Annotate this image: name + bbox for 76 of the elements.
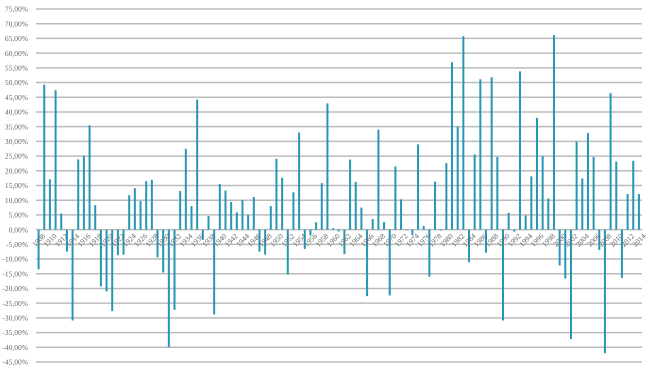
bar — [610, 93, 612, 230]
bar — [417, 144, 420, 230]
bar — [542, 156, 544, 230]
bar — [479, 79, 482, 230]
bar — [581, 178, 584, 230]
bar — [518, 71, 521, 230]
bar — [586, 133, 589, 230]
bar — [530, 176, 532, 230]
bar — [281, 178, 284, 230]
bar — [48, 179, 51, 230]
bar — [94, 205, 96, 230]
bar — [490, 77, 493, 230]
bar — [632, 160, 634, 230]
bar — [207, 216, 210, 230]
bar — [445, 163, 448, 230]
bar — [252, 196, 255, 230]
bar — [230, 202, 232, 230]
bar — [196, 100, 198, 230]
bar — [422, 226, 425, 230]
bar — [411, 230, 414, 236]
bar — [270, 206, 272, 230]
bar — [128, 195, 130, 230]
bar — [394, 166, 396, 230]
bar — [383, 222, 386, 230]
bar — [145, 181, 148, 230]
bar — [315, 222, 318, 230]
bar — [576, 142, 578, 230]
bar — [213, 230, 216, 314]
bar — [54, 90, 57, 230]
bar — [564, 230, 566, 278]
bar — [462, 36, 464, 230]
bar — [372, 219, 374, 230]
bar — [140, 201, 142, 230]
bar — [236, 212, 238, 230]
bar — [360, 208, 362, 230]
bar — [179, 191, 182, 230]
bar — [247, 214, 250, 230]
bar — [190, 206, 192, 230]
bar — [156, 230, 159, 258]
bar — [218, 184, 221, 230]
bar — [552, 35, 555, 230]
bar — [326, 103, 328, 230]
bar — [150, 180, 153, 230]
bar — [111, 230, 114, 312]
bar — [134, 188, 136, 230]
bar — [43, 84, 46, 230]
bar — [536, 118, 538, 230]
bar — [451, 62, 454, 230]
bar — [638, 194, 640, 230]
bar — [508, 212, 510, 230]
bar — [298, 132, 300, 230]
bar — [168, 230, 170, 347]
bar — [377, 130, 380, 230]
bar — [88, 125, 91, 230]
bar — [60, 213, 62, 230]
bar — [592, 156, 595, 230]
bar — [434, 182, 436, 230]
bar — [320, 183, 323, 230]
bar — [626, 194, 629, 230]
bar — [184, 148, 187, 230]
bar — [241, 200, 244, 230]
bar — [615, 162, 618, 230]
bar — [456, 126, 459, 230]
bar — [224, 190, 226, 230]
bar — [275, 158, 278, 230]
bar — [524, 216, 527, 230]
bar — [496, 156, 498, 230]
bar — [292, 192, 294, 230]
bar — [400, 199, 402, 230]
bar — [77, 159, 80, 230]
bar — [547, 198, 550, 230]
bar — [82, 156, 85, 230]
bar — [349, 160, 352, 230]
bar — [620, 230, 623, 278]
bar — [354, 182, 357, 230]
bar — [474, 154, 476, 230]
